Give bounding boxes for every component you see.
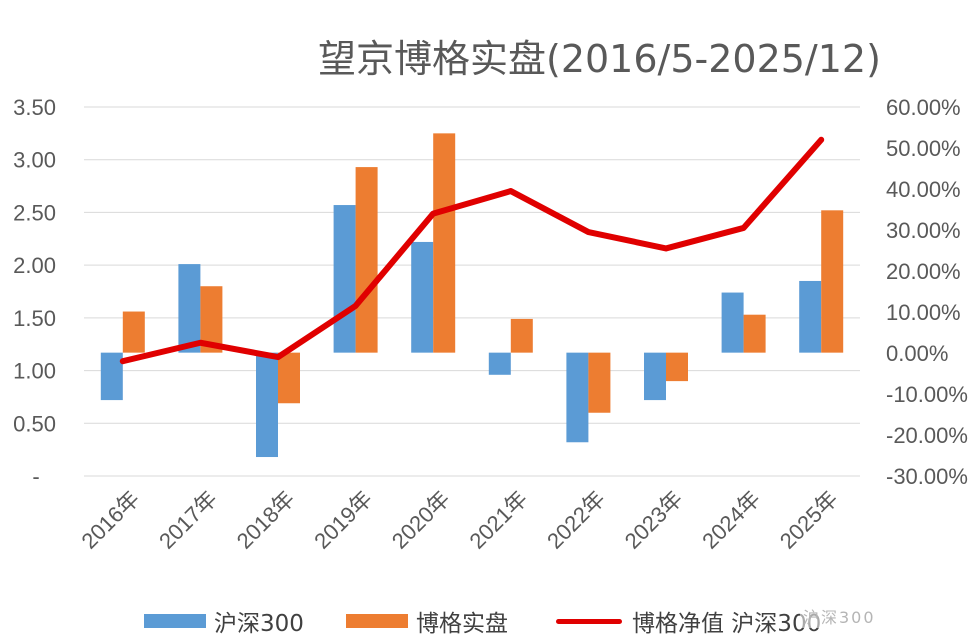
legend-label-hs300: 沪深300	[214, 611, 304, 637]
legend-swatch-boge	[346, 614, 408, 628]
net-value-line	[119, 136, 825, 365]
legend-item-net-value: 博格净值 沪深300	[556, 604, 821, 638]
y-right-tick-label: 20.00%	[886, 259, 961, 284]
bar-boge	[666, 352, 688, 382]
legend-label-net-value: 博格净值 沪深300	[632, 611, 822, 637]
bar-hs300	[799, 280, 822, 353]
y-right-tick-label: -30.00%	[886, 464, 968, 489]
x-tick-label: 2016年	[76, 486, 144, 554]
legend-item-boge: 博格实盘	[346, 604, 508, 638]
bar-boge	[122, 311, 145, 353]
x-tick-label: 2022年	[542, 486, 610, 554]
legend-label-boge: 博格实盘	[416, 611, 508, 637]
y-right-tick-label: 10.00%	[886, 300, 961, 325]
bar-boge	[588, 352, 611, 413]
y-left-tick-label: 1.00	[13, 359, 56, 384]
bar-boge	[821, 210, 844, 353]
bar-boge	[200, 286, 223, 353]
bar-boge	[355, 167, 378, 353]
legend-item-hs300: 沪深300	[144, 604, 304, 638]
y-right-tick-label: 30.00%	[886, 218, 961, 243]
y-right-tick-label: 60.00%	[886, 95, 961, 120]
bar-hs300	[488, 352, 511, 375]
y-right-tick-label: -10.00%	[886, 382, 968, 407]
y-left-tick-label: 3.00	[13, 148, 56, 173]
bar-hs300	[333, 205, 356, 353]
bar-boge	[433, 133, 456, 353]
y-right-tick-label: 50.00%	[886, 136, 961, 161]
x-tick-label: 2025年	[775, 486, 843, 554]
y-right-tick-label: 0.00%	[886, 341, 948, 366]
y-left-tick-label: 0.50	[13, 411, 56, 436]
x-tick-label: 2017年	[154, 486, 222, 554]
bar-boge	[743, 314, 766, 353]
bar-boge	[278, 352, 300, 404]
chart-title: 望京博格实盘(2016/5-2025/12)	[318, 37, 881, 81]
y-left-tick-label: -	[32, 464, 39, 489]
y-left-tick-label: 3.50	[13, 95, 56, 120]
bar-hs300	[566, 352, 589, 443]
legend: 沪深300 博格实盘 博格净值 沪深300	[0, 600, 978, 638]
y-left-tick-label: 2.00	[13, 253, 56, 278]
x-tick-label: 2019年	[309, 486, 377, 554]
bar-hs300	[644, 352, 666, 401]
bar-hs300	[100, 352, 123, 401]
y-left-tick-label: 1.50	[13, 306, 56, 331]
bar-hs300	[178, 264, 201, 353]
plot-area: 3.50 3.00 2.50 2.00 1.50 1.00 0.50 - 60.00% 50.00…	[13, 95, 968, 554]
bar-hs300	[721, 292, 744, 353]
watermark: 沪深300	[800, 604, 879, 628]
legend-swatch-hs300	[144, 614, 206, 628]
x-tick-label: 2018年	[232, 486, 300, 554]
y-left-tick-label: 2.50	[13, 200, 56, 225]
x-tick-label: 2024年	[697, 486, 765, 554]
bar-hs300	[411, 241, 434, 353]
y-right-tick-label: 40.00%	[886, 177, 961, 202]
x-tick-label: 2023年	[620, 486, 688, 554]
bar-hs300	[256, 352, 278, 458]
x-tick-label: 2020年	[387, 486, 455, 554]
bar-boge	[510, 318, 533, 353]
legend-line-net-value	[556, 618, 622, 624]
x-tick-label: 2021年	[464, 486, 532, 554]
y-right-tick-label: -20.00%	[886, 423, 968, 448]
